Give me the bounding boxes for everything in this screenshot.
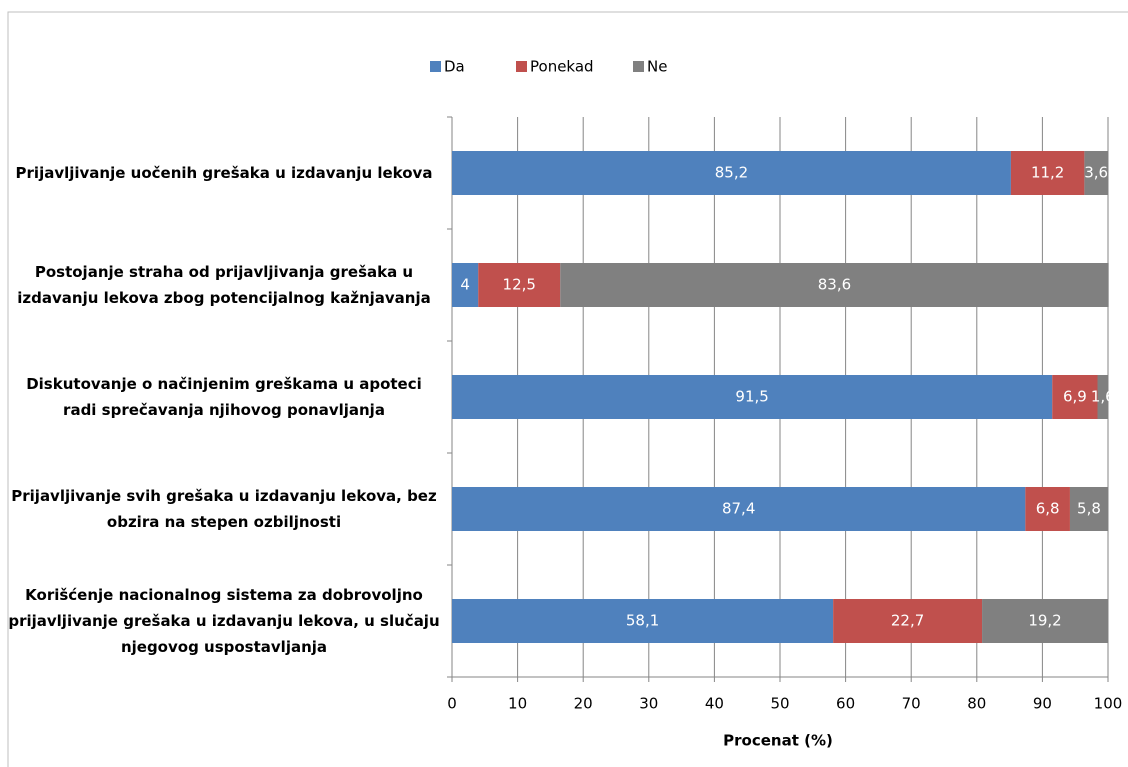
- x-tick-label: 90: [1033, 695, 1052, 713]
- value-label: 4: [460, 276, 470, 294]
- y-tick-label: Prijavljivanje uočenih grešaka u izdavan…: [15, 164, 433, 182]
- chart-border: [7, 11, 1128, 767]
- value-label: 6,8: [1036, 500, 1060, 518]
- value-label: 11,2: [1031, 164, 1064, 182]
- y-tick-label: Postojanje straha od prijavljivanja greš…: [17, 263, 431, 307]
- bar-segment: [478, 263, 561, 307]
- bar-segment: [560, 263, 1109, 307]
- x-axis-title: Procenat (%): [723, 732, 833, 750]
- value-label: 6,9: [1063, 388, 1087, 406]
- legend-swatch: [516, 61, 527, 72]
- value-label: 3,6: [1084, 164, 1108, 182]
- bar-segment: [1052, 375, 1098, 419]
- bar-segment: [452, 487, 1026, 531]
- value-label: 85,2: [715, 164, 748, 182]
- x-tick-label: 10: [508, 695, 527, 713]
- legend-label: Da: [444, 58, 465, 76]
- legend-swatch: [430, 61, 441, 72]
- bar-segment: [982, 599, 1108, 643]
- value-label: 58,1: [626, 612, 659, 630]
- y-tick-label: Diskutovanje o načinjenim greškama u apo…: [26, 375, 422, 419]
- x-tick-label: 0: [447, 695, 457, 713]
- legend-label: Ponekad: [530, 58, 594, 76]
- bar-segment: [1097, 375, 1108, 419]
- bar-segment: [452, 151, 1011, 195]
- legend-swatch: [633, 61, 644, 72]
- bar-segment: [1069, 487, 1108, 531]
- value-label: 22,7: [891, 612, 924, 630]
- bar-segment: [452, 375, 1053, 419]
- bar-segment: [1025, 487, 1070, 531]
- value-label: 91,5: [735, 388, 768, 406]
- value-label: 83,6: [818, 276, 851, 294]
- x-tick-label: 70: [902, 695, 921, 713]
- value-label: 1,6: [1091, 388, 1115, 406]
- bar-segment: [833, 599, 983, 643]
- x-tick-label: 80: [967, 695, 986, 713]
- x-tick-label: 60: [836, 695, 855, 713]
- bar-segment: [1010, 151, 1085, 195]
- x-tick-label: 30: [639, 695, 658, 713]
- bar-segment: [452, 599, 834, 643]
- x-tick-label: 50: [770, 695, 789, 713]
- value-label: 12,5: [503, 276, 536, 294]
- value-label: 87,4: [722, 500, 755, 518]
- value-label: 5,8: [1077, 500, 1101, 518]
- value-label: 19,2: [1028, 612, 1061, 630]
- bar-segment: [452, 263, 479, 307]
- x-tick-label: 20: [574, 695, 593, 713]
- x-tick-label: 40: [705, 695, 724, 713]
- legend-label: Ne: [647, 58, 667, 76]
- y-tick-label: Prijavljivanje svih grešaka u izdavanju …: [11, 487, 437, 531]
- bar-segment: [1084, 151, 1108, 195]
- x-tick-label: 100: [1094, 695, 1123, 713]
- y-tick-label: Korišćenje nacionalnog sistema za dobrov…: [8, 586, 440, 656]
